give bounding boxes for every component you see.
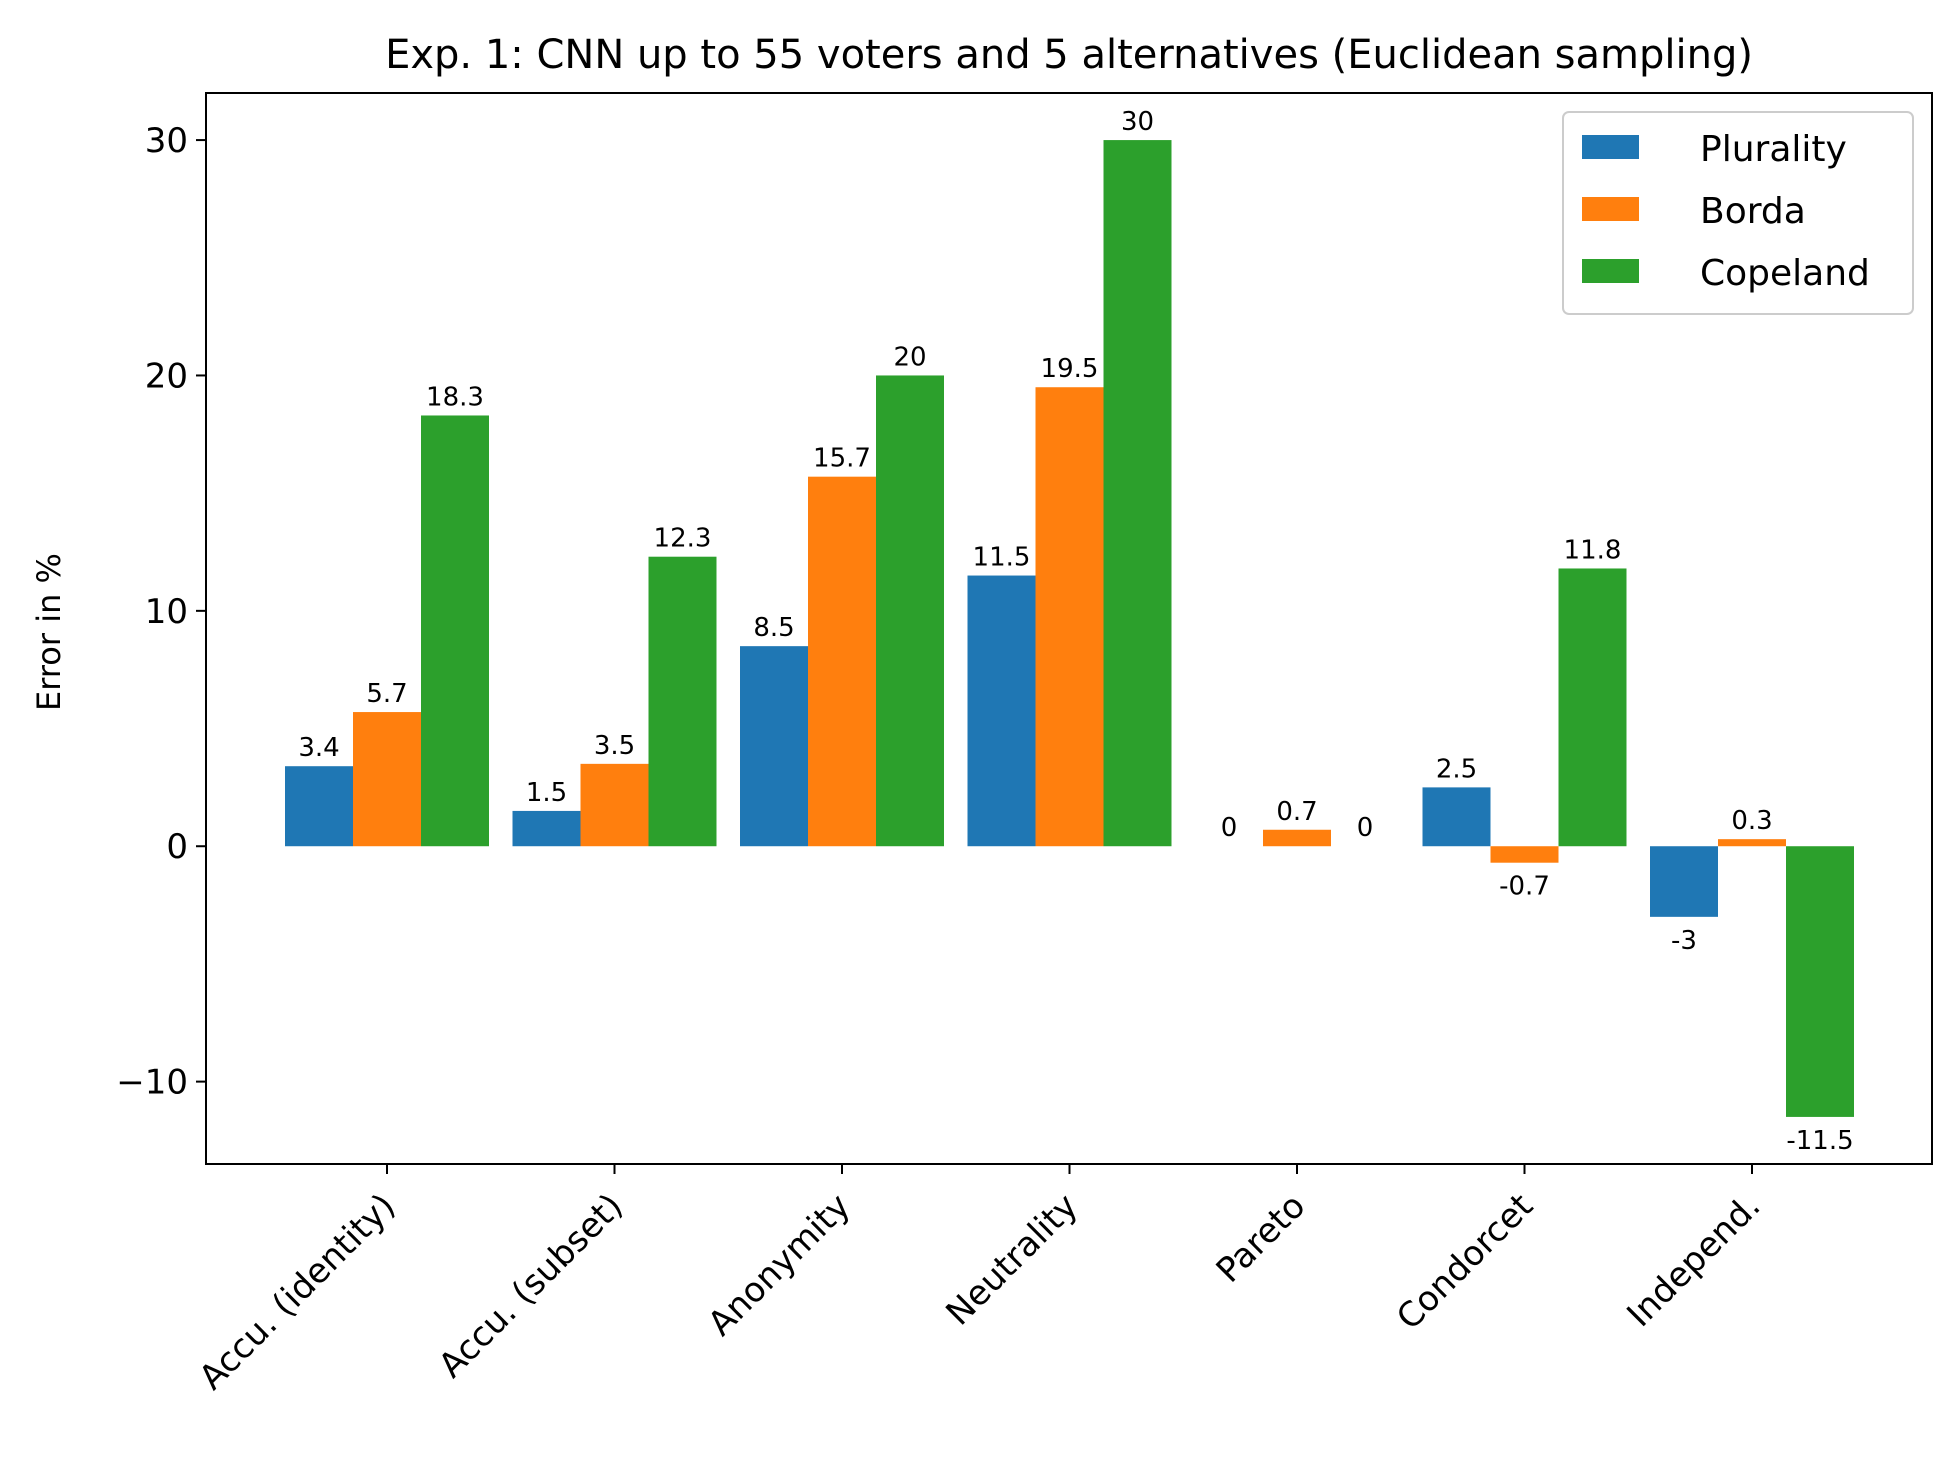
bar-copeland-condorcet <box>1558 568 1627 847</box>
legend-label-borda: Borda <box>1700 191 1806 232</box>
bar-borda-accu-subset <box>580 763 649 847</box>
bar-plurality-neutrality <box>967 575 1036 847</box>
x-tick-label-independ: Independ. <box>1620 1186 1769 1335</box>
legend-swatch-plurality <box>1582 135 1639 159</box>
legend-swatch-borda <box>1582 197 1639 221</box>
x-tick-label-accu-identity: Accu. (identity) <box>192 1186 404 1398</box>
bar-plurality-anonymity <box>740 646 808 847</box>
bar-label-borda-independ: 0.3 <box>1731 806 1772 836</box>
bar-label-copeland-accu-subset: 12.3 <box>654 524 712 554</box>
y-axis-label: Error in % <box>30 553 68 711</box>
bar-plurality-accu-identity <box>285 766 353 847</box>
bar-borda-independ <box>1718 839 1786 847</box>
bar-label-borda-accu-identity: 5.7 <box>366 679 407 709</box>
x-tick-label-pareto: Pareto <box>1209 1186 1314 1291</box>
bar-borda-neutrality <box>1035 387 1104 847</box>
bar-copeland-neutrality <box>1103 140 1172 847</box>
bar-copeland-accu-subset <box>648 556 717 847</box>
bar-label-plurality-anonymity: 8.5 <box>753 613 794 643</box>
x-axis-ticks: Accu. (identity) Accu. (subset) Anonymity N… <box>192 1164 1769 1398</box>
legend-label-plurality: Plurality <box>1700 129 1847 170</box>
bar-copeland-accu-identity <box>421 415 489 847</box>
bar-label-copeland-neutrality: 30 <box>1121 107 1154 137</box>
bar-borda-anonymity <box>808 476 876 847</box>
bar-label-borda-anonymity: 15.7 <box>813 444 871 474</box>
bar-label-borda-condorcet: -0.7 <box>1499 872 1550 902</box>
chart-title: Exp. 1: CNN up to 55 voters and 5 altern… <box>385 32 1753 78</box>
y-tick-label: 0 <box>166 827 188 867</box>
bar-labels-layer: 3.4 1.5 8.5 11.5 0 2.5 -3 5.7 3.5 15.7 19.5 0.7 -0.7… <box>298 107 1853 1156</box>
bar-plurality-independ <box>1650 846 1718 917</box>
bar-label-plurality-accu-identity: 3.4 <box>298 733 339 763</box>
legend: Plurality Borda Copeland <box>1562 111 1914 315</box>
bar-label-borda-pareto: 0.7 <box>1276 797 1317 827</box>
legend-label-copeland: Copeland <box>1700 253 1870 294</box>
bar-plurality-accu-subset <box>512 810 581 847</box>
bar-copeland-independ <box>1786 846 1854 1117</box>
y-tick-label: −10 <box>116 1063 188 1103</box>
bar-label-copeland-independ: -11.5 <box>1786 1126 1853 1156</box>
bar-label-copeland-anonymity: 20 <box>893 342 926 372</box>
bars-layer <box>285 140 1854 1117</box>
x-tick-label-accu-subset: Accu. (subset) <box>431 1186 631 1386</box>
y-tick-label: 20 <box>145 356 188 396</box>
bar-label-plurality-accu-subset: 1.5 <box>526 778 567 808</box>
bar-borda-pareto <box>1263 829 1331 847</box>
bar-label-plurality-condorcet: 2.5 <box>1436 754 1477 784</box>
legend-frame <box>1562 111 1914 315</box>
x-tick-label-neutrality: Neutrality <box>939 1186 1086 1333</box>
y-tick-label: 30 <box>145 121 188 161</box>
bar-label-plurality-pareto: 0 <box>1221 813 1238 843</box>
bar-copeland-anonymity <box>876 375 944 847</box>
bar-borda-accu-identity <box>353 712 421 847</box>
bar-plurality-condorcet <box>1422 787 1491 847</box>
y-axis-ticks: −10 0 10 20 30 <box>116 121 206 1103</box>
bar-label-borda-accu-subset: 3.5 <box>594 731 635 761</box>
y-tick-label: 10 <box>145 592 188 632</box>
x-tick-label-anonymity: Anonymity <box>700 1186 858 1344</box>
x-tick-label-condorcet: Condorcet <box>1389 1186 1541 1338</box>
bar-borda-condorcet <box>1490 846 1559 863</box>
bar-label-borda-neutrality: 19.5 <box>1041 354 1099 384</box>
bar-label-copeland-pareto: 0 <box>1357 813 1374 843</box>
bar-label-plurality-independ: -3 <box>1671 926 1697 956</box>
bar-label-copeland-condorcet: 11.8 <box>1564 535 1622 565</box>
bar-label-plurality-neutrality: 11.5 <box>973 543 1031 573</box>
legend-swatch-copeland <box>1582 259 1639 283</box>
bar-label-copeland-accu-identity: 18.3 <box>426 382 484 412</box>
